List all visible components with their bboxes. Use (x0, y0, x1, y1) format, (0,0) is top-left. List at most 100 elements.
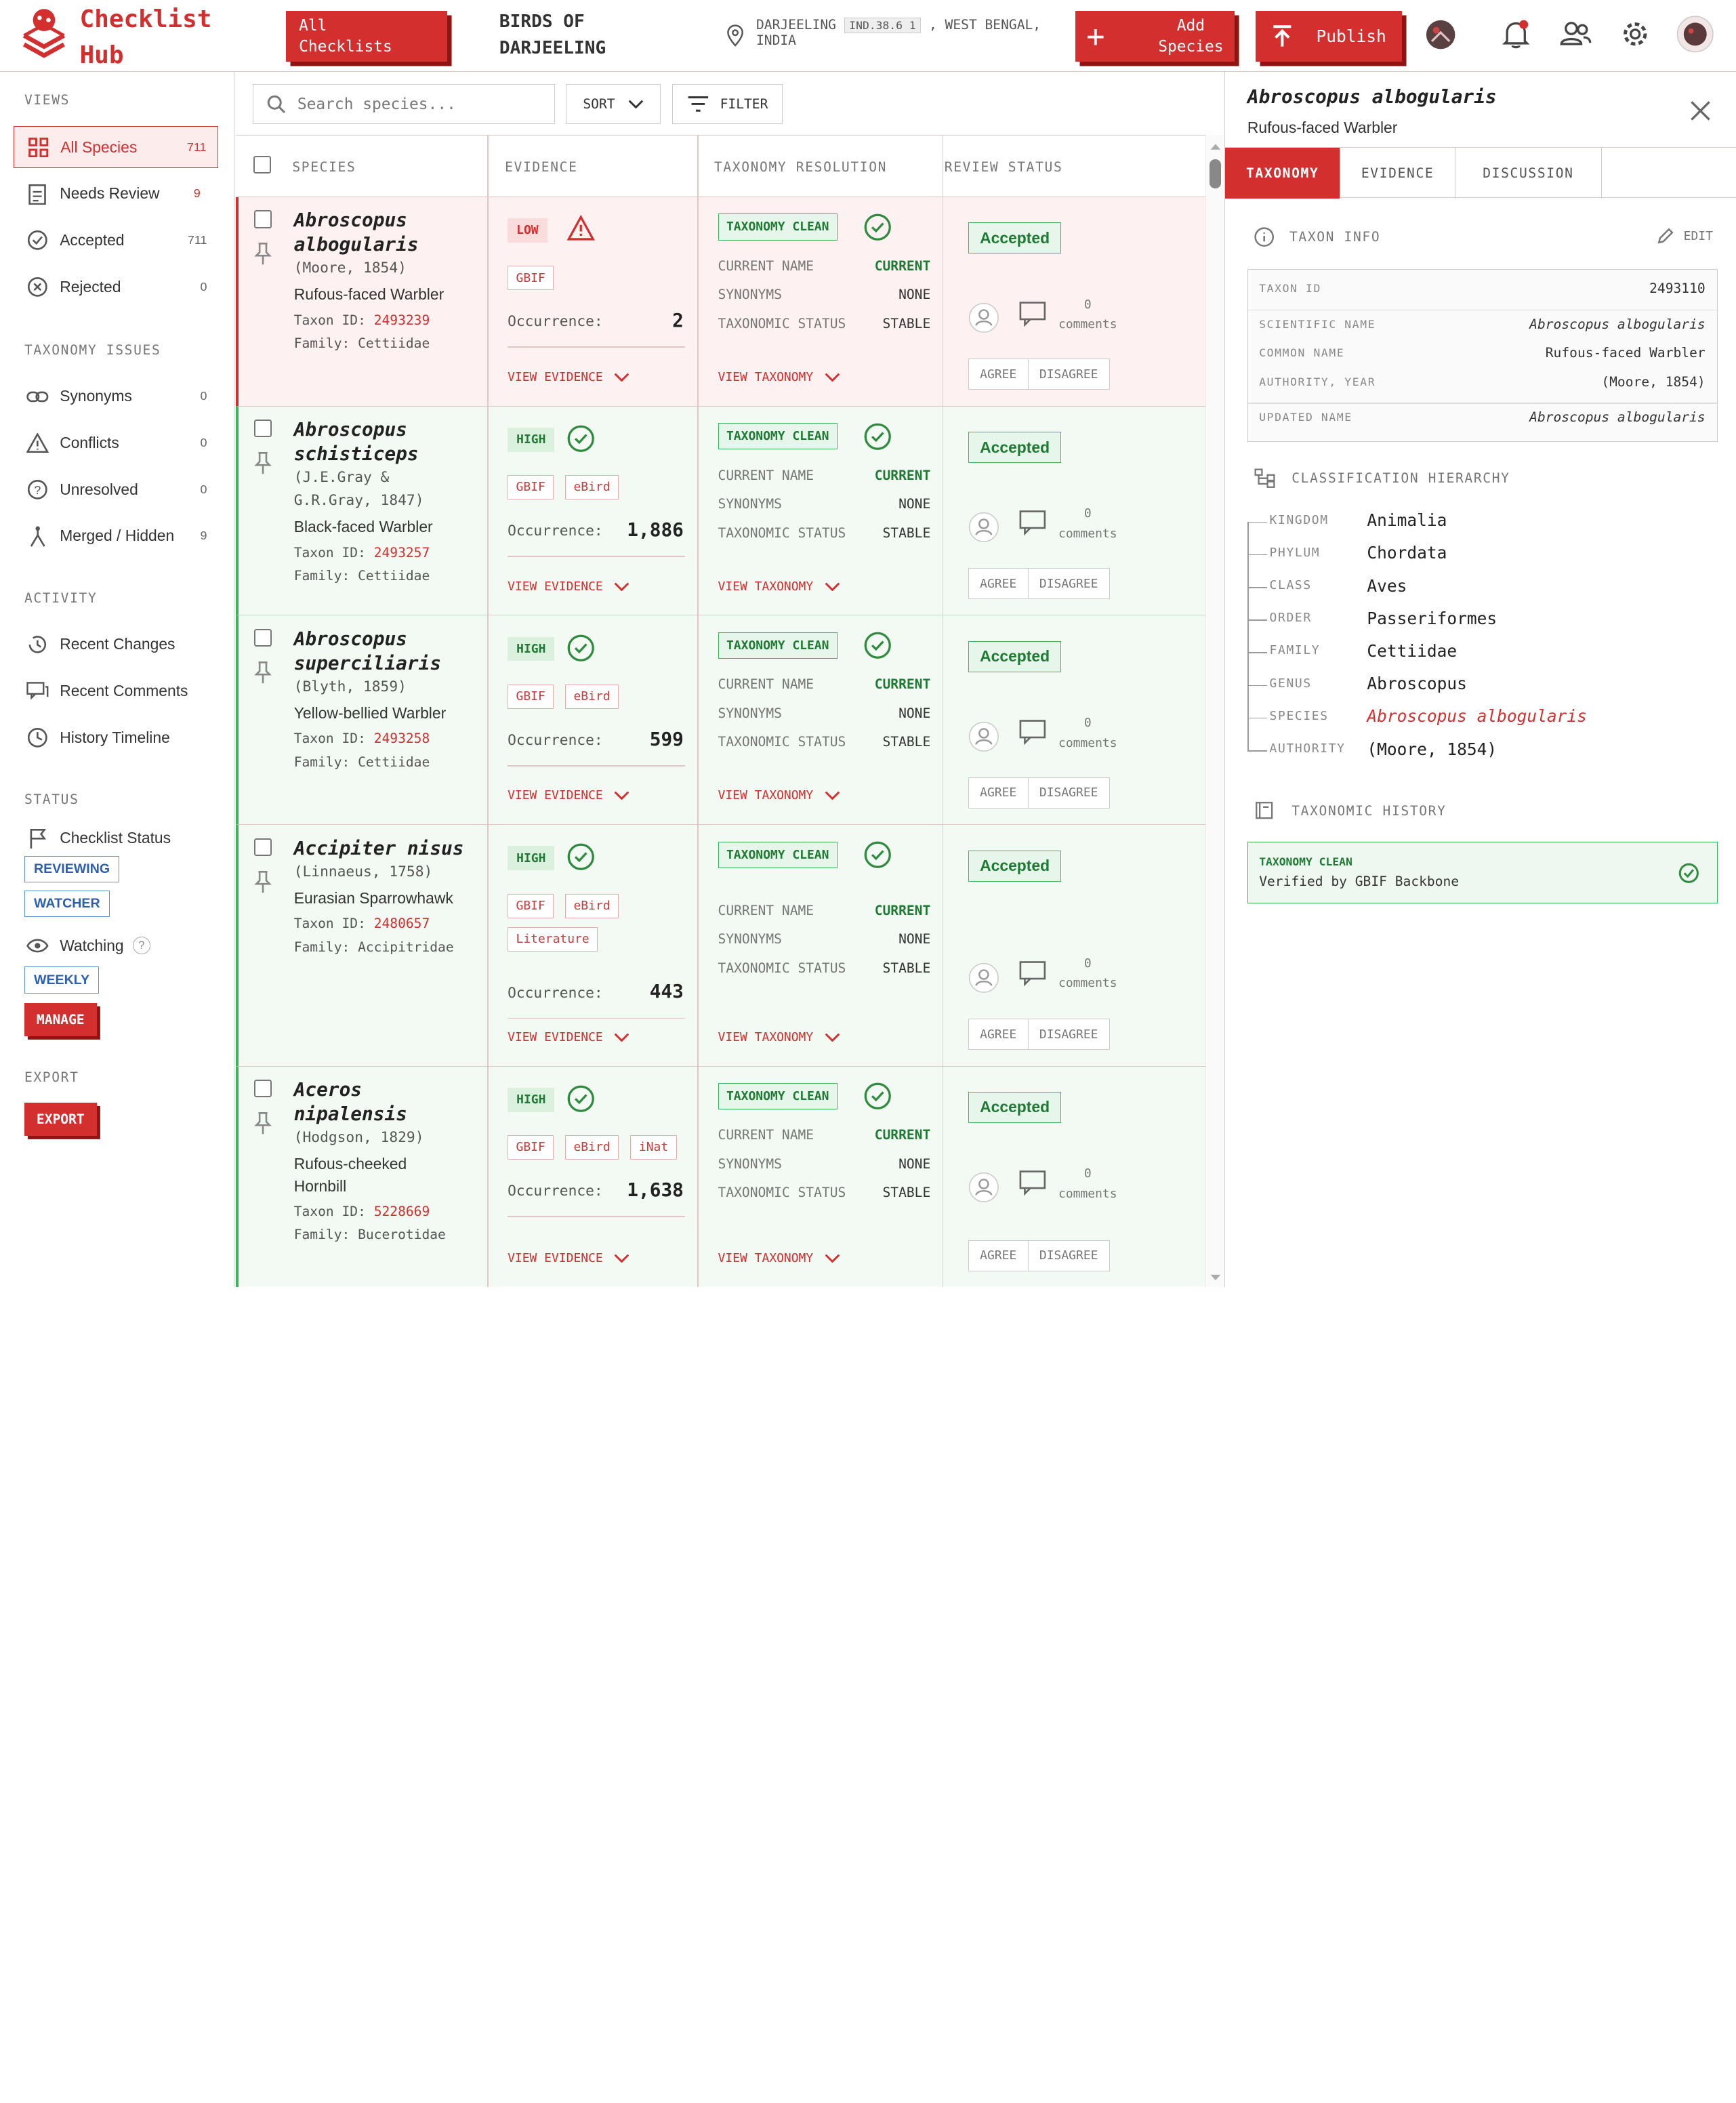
row-checkbox[interactable] (253, 420, 272, 438)
all-checklists-button[interactable]: All Checklists (285, 11, 448, 62)
weekly-badge[interactable]: WEEKLY (24, 966, 100, 994)
settings-button[interactable] (1617, 16, 1655, 54)
sidebar-item-recent-changes[interactable]: Recent Changes (14, 624, 218, 666)
column-header-taxonomy[interactable]: TAXONOMY RESOLUTION (714, 159, 888, 175)
taxon-id-value[interactable]: 2493239 (373, 312, 430, 328)
accepted-badge[interactable]: Accepted (968, 850, 1062, 882)
pin-icon[interactable] (254, 451, 272, 475)
export-button[interactable]: EXPORT (24, 1103, 97, 1137)
tab-evidence[interactable]: EVIDENCE (1340, 148, 1456, 199)
row-checkbox[interactable] (253, 838, 272, 857)
sidebar-item-history-timeline[interactable]: History Timeline (14, 716, 218, 758)
view-taxonomy-link[interactable]: VIEW TAXONOMY (718, 1251, 840, 1265)
pin-icon[interactable] (254, 1111, 272, 1135)
sidebar-item-unresolved[interactable]: ? Unresolved 0 (14, 468, 218, 510)
scrollbar[interactable] (1205, 135, 1225, 1287)
tab-taxonomy[interactable]: TAXONOMY (1225, 148, 1341, 199)
table-row[interactable]: Accipiter nisus (Linnaeus, 1758) Eurasia… (236, 825, 1206, 1067)
taxon-id-value[interactable]: 2480657 (373, 916, 430, 932)
view-taxonomy-link[interactable]: VIEW TAXONOMY (718, 788, 840, 802)
view-taxonomy-link[interactable]: VIEW TAXONOMY (718, 579, 840, 594)
sort-button[interactable]: SORT (565, 84, 661, 124)
help-icon[interactable]: ? (132, 937, 150, 955)
hierarchy-value[interactable]: Abroscopus albogularis (1367, 706, 1587, 727)
sidebar-item-accepted[interactable]: Accepted 711 (14, 220, 218, 262)
watching-row[interactable]: Watching ? (14, 924, 218, 966)
view-evidence-link[interactable]: VIEW EVIDENCE (508, 1030, 629, 1044)
agree-button[interactable]: AGREE (980, 1027, 1017, 1042)
manage-button[interactable]: MANAGE (24, 1003, 97, 1037)
disagree-button[interactable]: DISAGREE (1027, 359, 1109, 390)
sidebar-item-needs-review[interactable]: Needs Review 9 (14, 173, 218, 215)
divider (508, 1216, 685, 1217)
sidebar-item-merged-hidden[interactable]: Merged / Hidden 9 (14, 515, 218, 557)
notifications-button[interactable] (1497, 16, 1535, 54)
comment-icon[interactable] (1017, 507, 1048, 538)
view-evidence-link[interactable]: VIEW EVIDENCE (508, 1251, 629, 1265)
pin-icon[interactable] (254, 660, 272, 685)
sidebar-item-conflicts[interactable]: Conflicts 0 (14, 422, 218, 464)
accepted-badge[interactable]: Accepted (968, 1092, 1062, 1123)
select-all-checkbox[interactable] (253, 155, 272, 173)
scientific-name[interactable]: Abroscopus schisticeps (294, 417, 493, 466)
scientific-name[interactable]: Aceros nipalensis (294, 1078, 493, 1126)
scrollbar-thumb[interactable] (1210, 159, 1221, 188)
occurrence-label: Occurrence: (508, 523, 603, 540)
comment-icon[interactable] (1017, 958, 1048, 989)
view-evidence-label: VIEW EVIDENCE (508, 1251, 603, 1266)
disagree-button[interactable]: DISAGREE (1027, 778, 1109, 808)
scientific-name[interactable]: Accipiter nisus (294, 836, 493, 861)
publish-button[interactable]: Publish (1255, 11, 1402, 62)
scroll-down-icon[interactable] (1206, 1271, 1225, 1285)
pin-icon[interactable] (254, 870, 272, 894)
row-checkbox[interactable] (253, 1080, 272, 1098)
search-input[interactable]: Search species... (252, 84, 555, 124)
table-row[interactable]: Abroscopus superciliaris (Blyth, 1859) Ye… (236, 615, 1206, 825)
add-species-button[interactable]: + Add Species (1075, 11, 1235, 62)
filter-button[interactable]: FILTER (671, 84, 783, 124)
agree-button[interactable]: AGREE (980, 1248, 1017, 1263)
agree-button[interactable]: AGREE (980, 367, 1017, 382)
scientific-name[interactable]: Abroscopus superciliaris (294, 627, 493, 676)
accepted-badge[interactable]: Accepted (968, 641, 1062, 672)
table-row[interactable]: Abroscopus schisticeps (J.E.Gray & G.R.Gra… (236, 406, 1206, 616)
row-checkbox[interactable] (253, 210, 272, 228)
table-row[interactable]: Aceros nipalensis (Hodgson, 1829) Rufous-… (236, 1066, 1206, 1287)
user-avatar[interactable] (1676, 16, 1714, 54)
sidebar-item-recent-comments[interactable]: Recent Comments (14, 670, 218, 712)
comment-icon[interactable] (1017, 716, 1048, 748)
scientific-name[interactable]: Abroscopus albogularis (294, 208, 493, 257)
column-header-review-status[interactable]: REVIEW STATUS (944, 159, 1063, 175)
column-header-species[interactable]: SPECIES (292, 159, 356, 175)
view-evidence-link[interactable]: VIEW EVIDENCE (508, 370, 629, 384)
view-taxonomy-link[interactable]: VIEW TAXONOMY (718, 370, 840, 384)
view-taxonomy-link[interactable]: VIEW TAXONOMY (718, 1030, 840, 1044)
view-evidence-link[interactable]: VIEW EVIDENCE (508, 579, 629, 594)
agree-button[interactable]: AGREE (980, 785, 1017, 800)
sidebar-item-all-species[interactable]: All Species 711 (13, 126, 218, 169)
sidebar-item-synonyms[interactable]: Synonyms 0 (14, 375, 218, 417)
bird-avatar[interactable] (1422, 16, 1460, 54)
column-header-evidence[interactable]: EVIDENCE (505, 159, 578, 175)
close-icon[interactable] (1684, 94, 1717, 127)
disagree-button[interactable]: DISAGREE (1027, 1019, 1109, 1049)
taxon-id-value[interactable]: 5228669 (373, 1204, 430, 1220)
disagree-button[interactable]: DISAGREE (1027, 1241, 1109, 1271)
edit-button[interactable]: EDIT (1657, 227, 1713, 245)
sidebar-item-rejected[interactable]: Rejected 0 (14, 266, 218, 308)
pin-icon[interactable] (254, 241, 272, 266)
scroll-up-icon[interactable] (1206, 140, 1225, 153)
accepted-badge[interactable]: Accepted (968, 222, 1062, 254)
comment-icon[interactable] (1017, 298, 1048, 329)
accepted-badge[interactable]: Accepted (968, 432, 1062, 463)
users-button[interactable] (1556, 16, 1594, 54)
taxon-id-value[interactable]: 2493258 (373, 731, 430, 747)
comment-icon[interactable] (1017, 1167, 1048, 1198)
agree-button[interactable]: AGREE (980, 576, 1017, 591)
view-evidence-link[interactable]: VIEW EVIDENCE (508, 788, 629, 802)
row-checkbox[interactable] (253, 629, 272, 647)
table-row[interactable]: Abroscopus albogularis (Moore, 1854) Rufo… (236, 197, 1206, 407)
taxon-id-value[interactable]: 2493257 (373, 544, 430, 560)
disagree-button[interactable]: DISAGREE (1027, 569, 1109, 598)
tab-discussion[interactable]: DISCUSSION (1455, 148, 1602, 199)
